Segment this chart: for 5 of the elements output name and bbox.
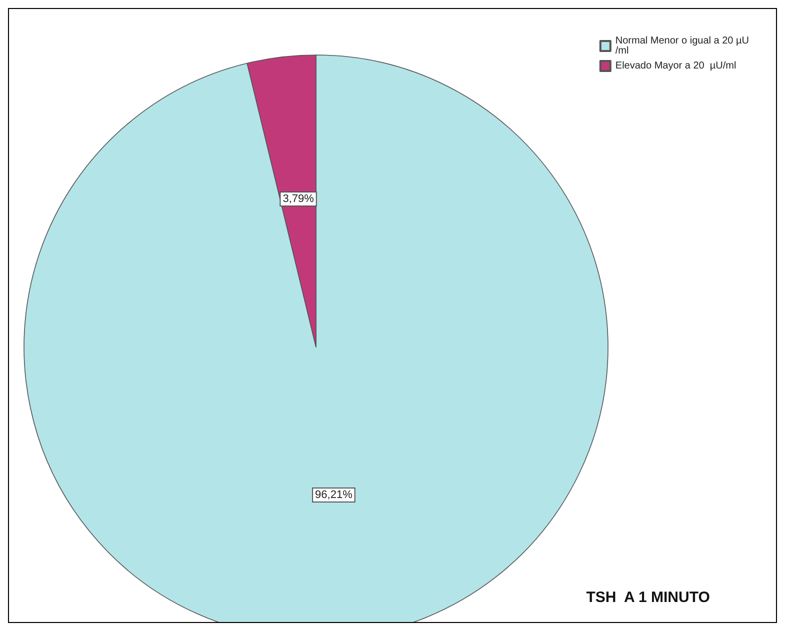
data-label: 96,21% <box>315 488 353 501</box>
legend-label: Elevado Mayor a 20 µU/ml <box>615 60 736 72</box>
legend-label: Normal Menor o igual a 20 µU/ml <box>615 36 750 56</box>
data-label: 3,79% <box>282 193 314 206</box>
text: TSH A 1 MINUTO <box>586 589 710 606</box>
